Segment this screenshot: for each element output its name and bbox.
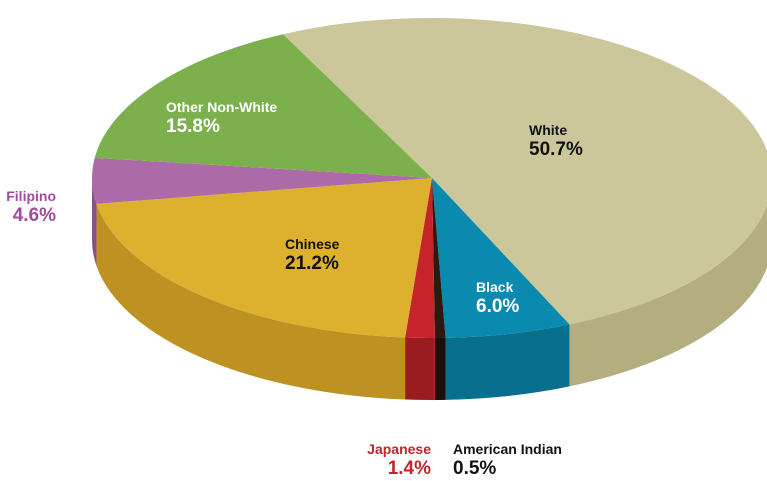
value-other-non-white: 15.8%	[166, 116, 220, 137]
label-white: White	[529, 122, 567, 138]
slice-white	[282, 18, 767, 325]
slice-side-black	[445, 324, 570, 400]
slice-filipino	[92, 157, 433, 204]
pie-depth-layer	[92, 178, 767, 400]
slice-american-indian	[432, 178, 446, 338]
slice-chinese	[96, 178, 433, 338]
value-white: 50.7%	[529, 139, 583, 160]
slice-side-american-indian	[434, 337, 446, 400]
pie-top-layer	[92, 18, 767, 338]
value-japanese: 1.4%	[388, 458, 431, 479]
slice-japanese	[405, 178, 435, 338]
label-filipino: Filipino	[6, 188, 56, 204]
value-black: 6.0%	[476, 296, 519, 317]
value-american-indian: 0.5%	[453, 458, 496, 479]
slice-side-white	[569, 205, 767, 387]
label-black: Black	[476, 279, 514, 295]
label-american-indian: American Indian	[453, 441, 562, 457]
label-other-non-white: Other Non-White	[166, 99, 277, 115]
label-japanese: Japanese	[367, 441, 431, 457]
value-filipino: 4.6%	[13, 205, 56, 226]
slice-black	[432, 178, 570, 338]
slice-side-japanese	[405, 337, 435, 400]
slice-side-chinese	[96, 203, 406, 400]
slice-other-non-white	[94, 34, 433, 179]
slice-side-filipino	[92, 178, 97, 266]
value-chinese: 21.2%	[285, 253, 339, 274]
label-chinese: Chinese	[285, 236, 340, 252]
